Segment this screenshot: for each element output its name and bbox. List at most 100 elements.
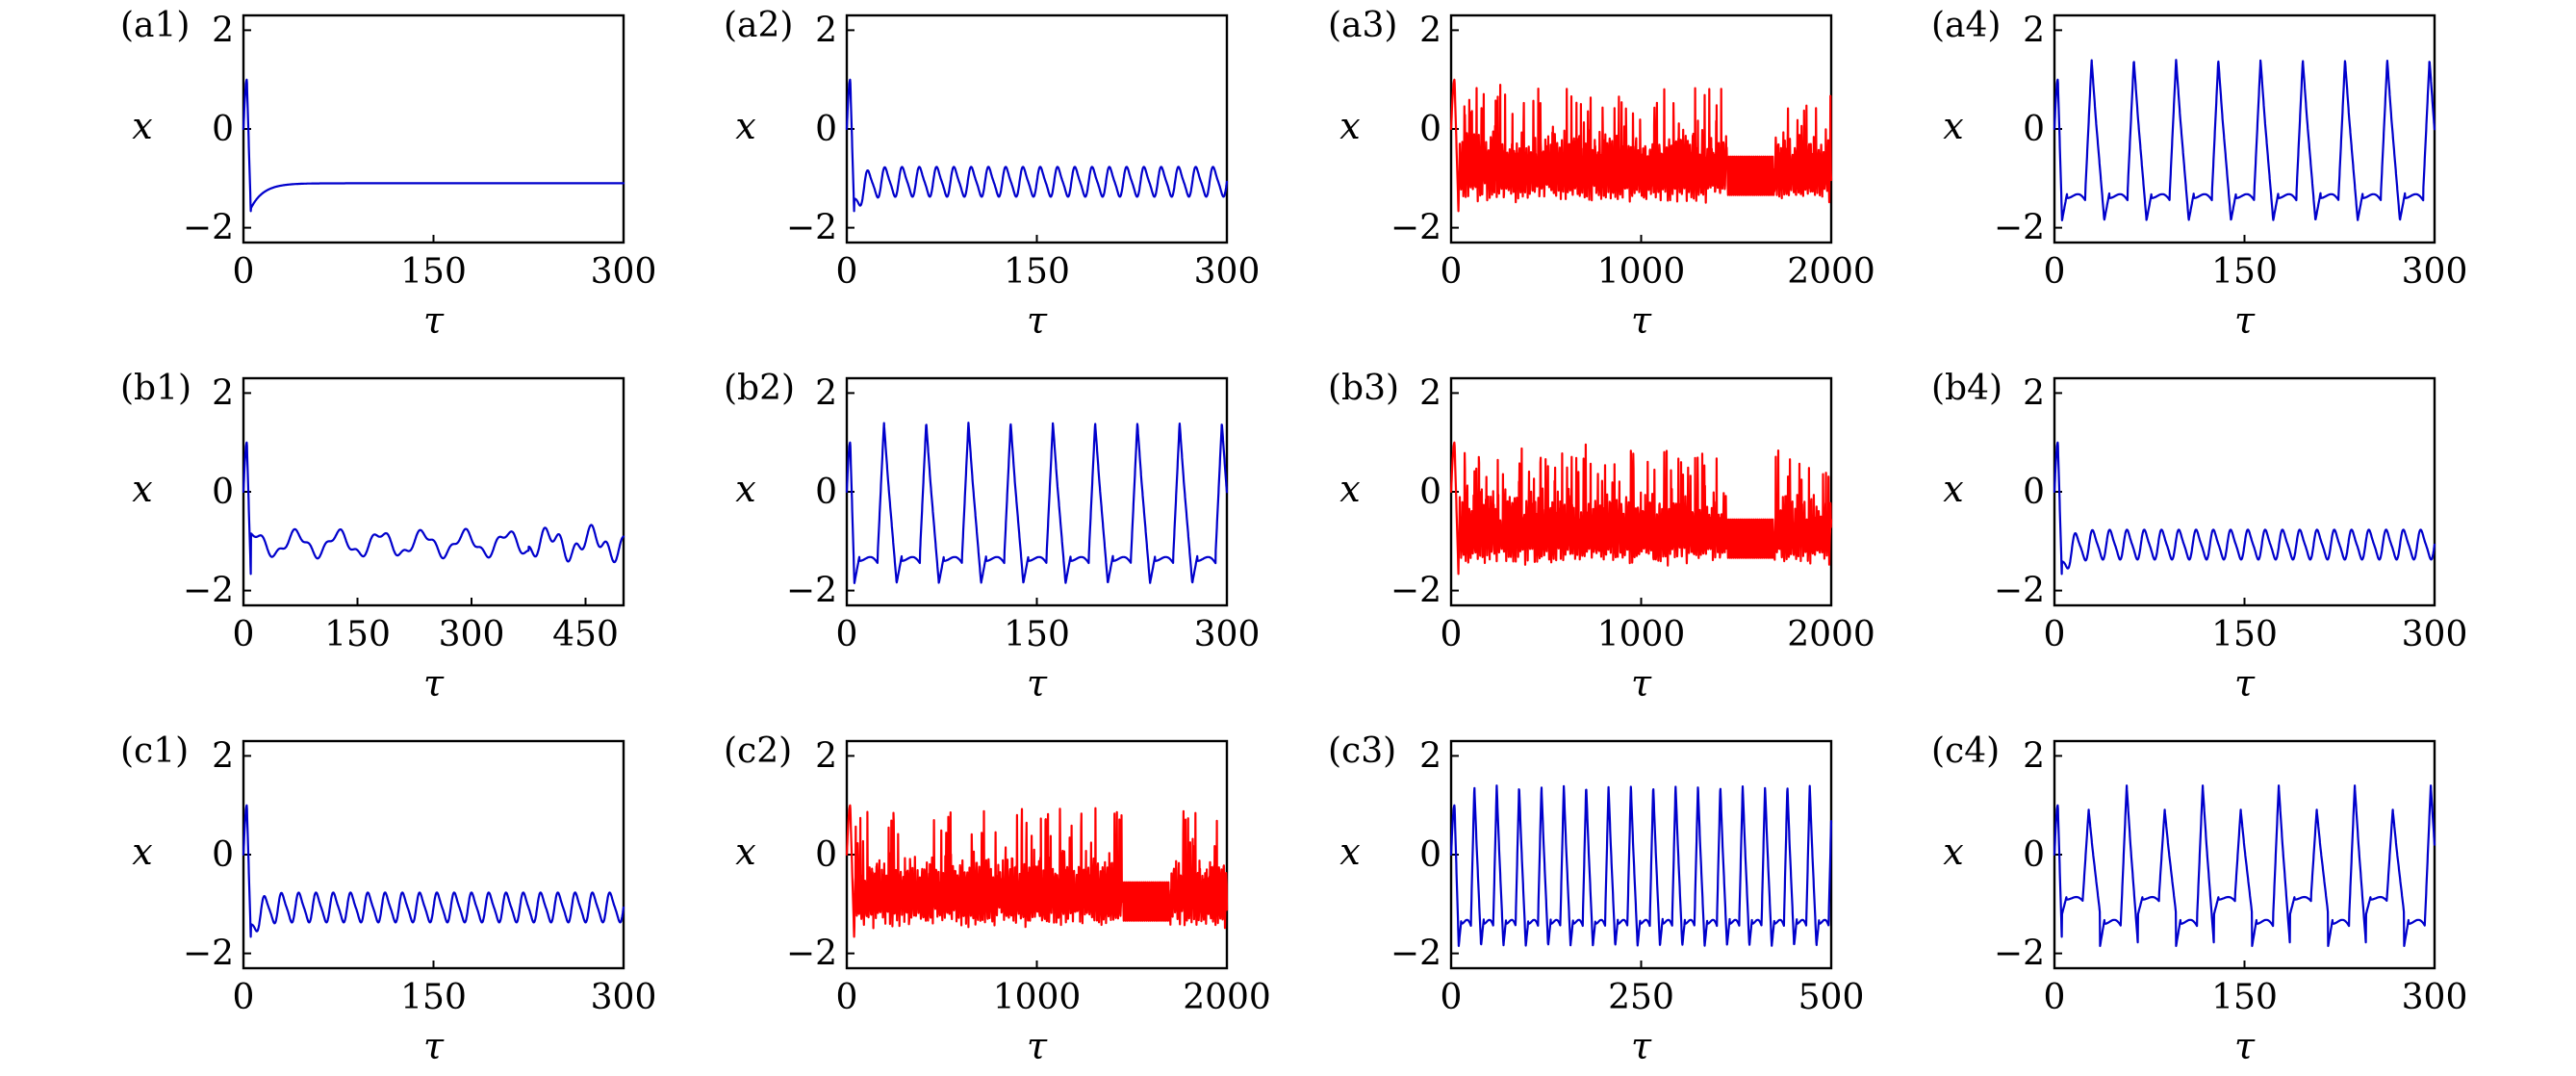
chart-7-series-line bbox=[2053, 441, 2436, 576]
chart-6-series-line bbox=[1449, 441, 1833, 576]
chart-1-xlabel: τ bbox=[1027, 299, 1048, 342]
chart-7-xlabel: τ bbox=[2234, 662, 2256, 705]
chart-3-xtick-label: 150 bbox=[2211, 252, 2278, 292]
chart-1-xtick-label: 0 bbox=[836, 252, 858, 292]
chart-10-xtick-label: 500 bbox=[1798, 978, 1865, 1017]
chart-2-ytick-label: 0 bbox=[1419, 110, 1441, 149]
chart-0-xtick-label: 150 bbox=[400, 252, 467, 292]
chart-8-ytick-label: 0 bbox=[212, 835, 234, 875]
chart-0-ytick-label: 0 bbox=[212, 110, 234, 149]
chart-8-xlabel: τ bbox=[423, 1025, 445, 1067]
chart-6-xtick-label: 0 bbox=[1441, 615, 1463, 654]
chart-10-xtick-label: 0 bbox=[1441, 978, 1463, 1017]
chart-4-series-line bbox=[242, 441, 625, 576]
chart-3-plot-frame bbox=[2053, 13, 2436, 244]
chart-11-xtick-label: 0 bbox=[2044, 978, 2066, 1017]
chart-6-xtick-label: 2000 bbox=[1787, 615, 1875, 654]
chart-7-ytick-label: 0 bbox=[2023, 473, 2045, 512]
chart-11-xlabel: τ bbox=[2234, 1025, 2256, 1067]
chart-1-ylabel: x bbox=[735, 105, 755, 147]
chart-2-panel-label: (a3) bbox=[1328, 6, 1397, 45]
chart-0-ytick-label: −2 bbox=[183, 209, 234, 248]
chart-1-plot-frame bbox=[845, 13, 1229, 244]
chart-5-xtick-label: 0 bbox=[836, 615, 858, 654]
chart-10-panel-label: (c3) bbox=[1328, 731, 1396, 771]
chart-5-ytick-label: 0 bbox=[815, 473, 837, 512]
chart-7-ytick-label: −2 bbox=[1994, 572, 2045, 611]
chart-0-xtick-label: 300 bbox=[591, 252, 657, 292]
chart-8-ytick-label: 2 bbox=[212, 736, 234, 776]
chart-4-ytick-label: 0 bbox=[212, 473, 234, 512]
chart-8-xtick-label: 0 bbox=[233, 978, 255, 1017]
chart-1-ytick-label: −2 bbox=[786, 209, 837, 248]
chart-6-panel-label: (b3) bbox=[1328, 369, 1399, 408]
chart-5-panel-label: (b2) bbox=[724, 369, 795, 408]
chart-11-ytick-label: 2 bbox=[2023, 736, 2045, 776]
chart-4-panel-label: (b1) bbox=[120, 369, 191, 408]
chart-0-plot-frame bbox=[242, 13, 625, 244]
chart-3-xtick-label: 300 bbox=[2402, 252, 2468, 292]
chart-5-ytick-label: −2 bbox=[786, 572, 837, 611]
chart-10-xtick-label: 250 bbox=[1608, 978, 1674, 1017]
chart-11-panel-label: (c4) bbox=[1931, 731, 2000, 771]
chart-0-series-line bbox=[242, 78, 625, 213]
chart-7-xtick-label: 300 bbox=[2402, 615, 2468, 654]
chart-6-ytick-label: 0 bbox=[1419, 473, 1441, 512]
chart-0-panel-label: (a1) bbox=[120, 6, 190, 45]
chart-3-series-line bbox=[2053, 59, 2436, 221]
chart-8-xtick-label: 150 bbox=[400, 978, 467, 1017]
chart-11-ytick-label: −2 bbox=[1994, 935, 2045, 974]
chart-9-xlabel: τ bbox=[1027, 1025, 1048, 1067]
chart-9-xtick-label: 1000 bbox=[993, 978, 1082, 1017]
chart-2-ytick-label: 2 bbox=[1419, 11, 1441, 50]
chart-4-xtick-label: 0 bbox=[233, 615, 255, 654]
chart-9-ylabel: x bbox=[735, 831, 755, 873]
chart-2-series-line bbox=[1449, 78, 1833, 213]
chart-10-ylabel: x bbox=[1339, 831, 1360, 873]
chart-3-ytick-label: 0 bbox=[2023, 110, 2045, 149]
chart-7-xtick-label: 150 bbox=[2211, 615, 2278, 654]
chart-9-xtick-label: 2000 bbox=[1183, 978, 1271, 1017]
chart-4-xtick-label: 300 bbox=[439, 615, 505, 654]
chart-4-xtick-label: 450 bbox=[552, 615, 619, 654]
chart-11-xtick-label: 150 bbox=[2211, 978, 2278, 1017]
chart-10-series-line bbox=[1449, 784, 1833, 947]
chart-10-ytick-label: 2 bbox=[1419, 736, 1441, 776]
chart-11-series-line bbox=[2053, 784, 2436, 947]
chart-2-ylabel: x bbox=[1339, 105, 1360, 147]
chart-3-panel-label: (a4) bbox=[1931, 6, 2001, 45]
chart-11-xtick-label: 300 bbox=[2402, 978, 2468, 1017]
chart-4-xlabel: τ bbox=[423, 662, 445, 705]
chart-0-xlabel: τ bbox=[423, 299, 445, 342]
chart-9-xtick-label: 0 bbox=[836, 978, 858, 1017]
chart-6-xlabel: τ bbox=[1631, 662, 1652, 705]
chart-5-plot-frame bbox=[845, 376, 1229, 607]
chart-5-xlabel: τ bbox=[1027, 662, 1048, 705]
chart-4-xtick-label: 150 bbox=[324, 615, 391, 654]
chart-4-ylabel: x bbox=[132, 468, 152, 510]
chart-9-ytick-label: 2 bbox=[815, 736, 837, 776]
chart-8-plot-frame bbox=[242, 739, 625, 970]
chart-10-ytick-label: 0 bbox=[1419, 835, 1441, 875]
chart-8-ytick-label: −2 bbox=[183, 935, 234, 974]
chart-6-ylabel: x bbox=[1339, 468, 1360, 510]
chart-5-xtick-label: 300 bbox=[1194, 615, 1261, 654]
chart-2-xtick-label: 2000 bbox=[1787, 252, 1875, 292]
chart-11-ylabel: x bbox=[1943, 831, 1963, 873]
chart-3-xtick-label: 0 bbox=[2044, 252, 2066, 292]
chart-6-ytick-label: −2 bbox=[1390, 572, 1441, 611]
chart-9-ytick-label: −2 bbox=[786, 935, 837, 974]
chart-5-series-line bbox=[845, 422, 1229, 584]
chart-0-xtick-label: 0 bbox=[233, 252, 255, 292]
chart-2-xlabel: τ bbox=[1631, 299, 1652, 342]
chart-9-plot-frame bbox=[845, 739, 1229, 970]
chart-3-ytick-label: 2 bbox=[2023, 11, 2045, 50]
chart-0-ylabel: x bbox=[132, 105, 152, 147]
chart-6-xtick-label: 1000 bbox=[1597, 615, 1686, 654]
chart-4-ytick-label: −2 bbox=[183, 572, 234, 611]
chart-4-ytick-label: 2 bbox=[212, 373, 234, 413]
chart-1-xtick-label: 150 bbox=[1004, 252, 1070, 292]
chart-2-xtick-label: 0 bbox=[1441, 252, 1463, 292]
chart-3-ylabel: x bbox=[1943, 105, 1963, 147]
